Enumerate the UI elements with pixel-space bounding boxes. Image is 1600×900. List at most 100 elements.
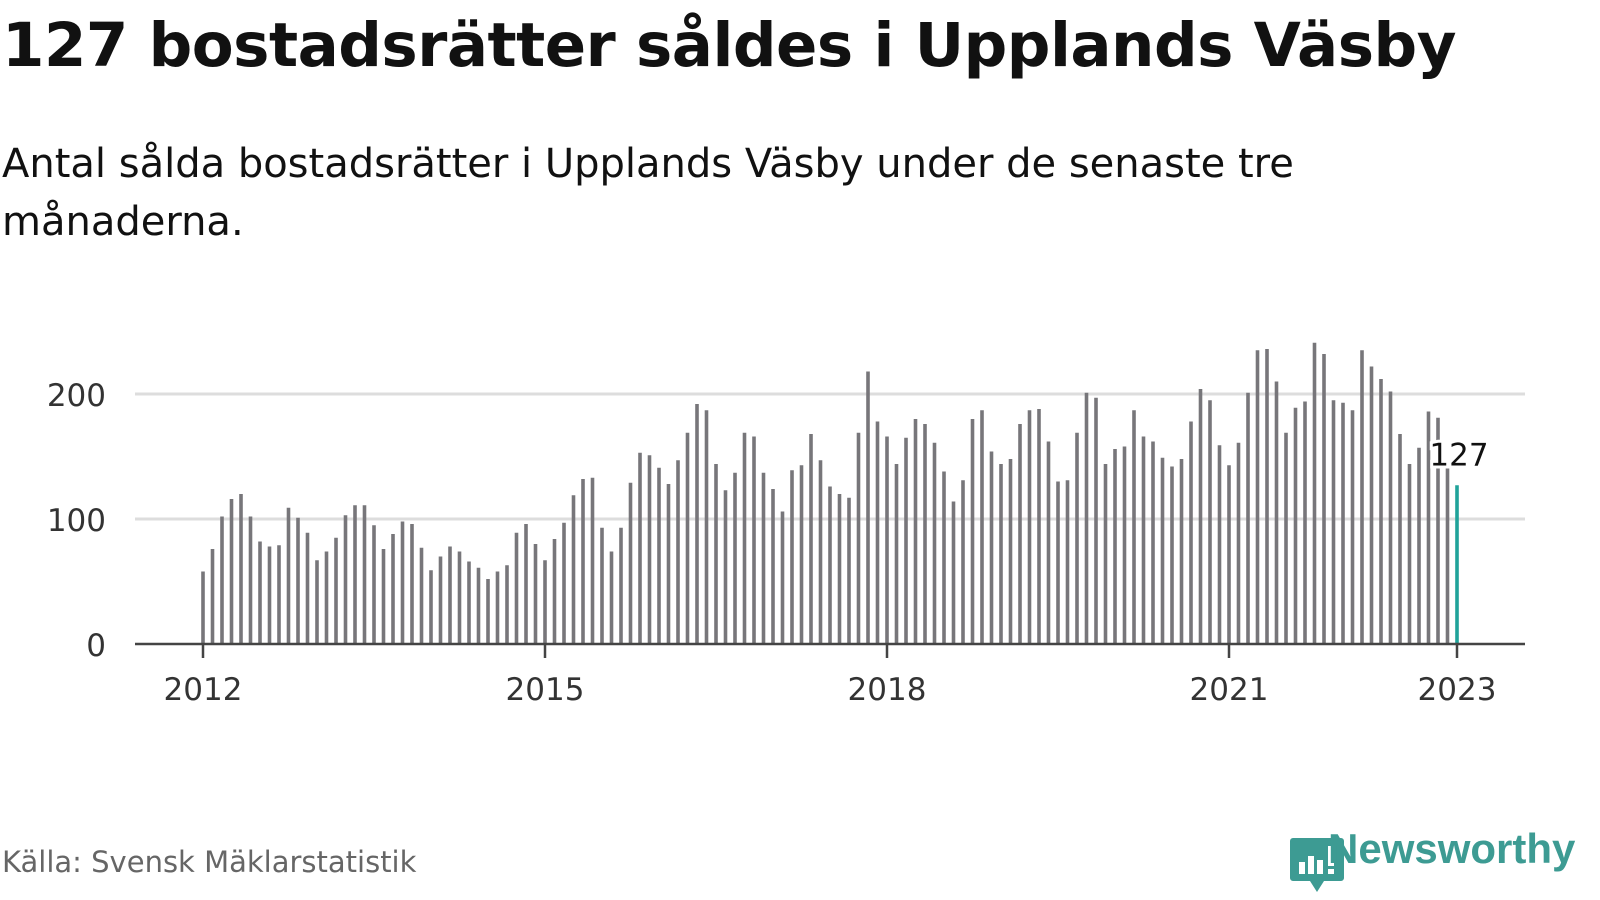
y-axis-labels: 0 100 200: [47, 378, 106, 664]
bar: [714, 464, 718, 644]
bar: [201, 571, 205, 644]
bar: [1388, 391, 1393, 644]
bar: [1255, 350, 1260, 644]
bar: [723, 490, 728, 644]
bar: [286, 507, 291, 644]
brand-name: Newsworthy: [1328, 825, 1576, 872]
bar: [1236, 442, 1241, 644]
bar: [410, 524, 414, 644]
bar: [391, 534, 395, 644]
bar: [1227, 465, 1231, 644]
bar: [419, 547, 424, 644]
bar: [524, 524, 528, 644]
bar: [1331, 400, 1336, 644]
bar: [505, 565, 509, 644]
bar: [467, 561, 471, 644]
bar: [866, 371, 870, 644]
bar: [1445, 466, 1450, 644]
bar: [258, 541, 262, 644]
bar: [400, 521, 405, 644]
bar: [1198, 389, 1203, 644]
bar: [657, 467, 661, 644]
bar: [1246, 392, 1250, 644]
bar: [1217, 445, 1222, 644]
bar: [847, 497, 851, 644]
bar: [1189, 421, 1193, 644]
bar: [581, 479, 585, 644]
bar: [1065, 480, 1070, 644]
bar: [799, 465, 804, 644]
bar: [1322, 354, 1326, 644]
bar: [1208, 400, 1212, 644]
bar: [932, 442, 937, 644]
bar: [1046, 441, 1051, 644]
x-tick-label: 2023: [1418, 672, 1497, 708]
bar: [1132, 410, 1136, 644]
bar: [1398, 434, 1402, 644]
bar: [514, 532, 519, 644]
bar: [1008, 459, 1013, 644]
source-note: Källa: Svensk Mäklarstatistik: [2, 845, 417, 879]
bar: [305, 532, 310, 644]
bar: [951, 501, 956, 644]
bar: [362, 505, 367, 644]
bar: [961, 480, 965, 644]
bar: [543, 560, 547, 644]
bar: [923, 424, 927, 644]
bar: [1160, 457, 1165, 644]
bar: [1350, 410, 1355, 644]
x-tick-label: 2012: [164, 672, 243, 708]
bar: [704, 410, 709, 644]
bar: [752, 436, 756, 644]
bar: [695, 404, 699, 644]
bar: [837, 494, 842, 644]
bar: [638, 452, 642, 644]
bar: [476, 567, 481, 644]
bar: [856, 432, 861, 644]
bar: [885, 436, 889, 644]
bar: [220, 516, 224, 644]
bar: [628, 482, 633, 644]
bar: [1094, 397, 1098, 644]
bar: [267, 546, 272, 644]
bar: [239, 494, 243, 644]
bar: [1436, 417, 1440, 644]
bar: [1179, 459, 1184, 644]
bar: [381, 549, 386, 644]
bar: [1312, 342, 1317, 644]
bar: [780, 511, 785, 644]
bar: [495, 571, 500, 644]
bar: [894, 464, 899, 644]
bar: [771, 489, 775, 644]
bar: [1103, 464, 1108, 644]
bar: [828, 486, 832, 644]
y-tick-label: 0: [86, 628, 106, 664]
bar: [229, 499, 234, 644]
bar: [353, 505, 357, 644]
bar: [429, 570, 433, 644]
x-tick-label: 2021: [1190, 672, 1269, 708]
last-value-label: 127: [1429, 437, 1488, 473]
bar: [1407, 464, 1412, 644]
bar: [989, 451, 994, 644]
x-tick-label: 2015: [506, 672, 585, 708]
bar: [942, 471, 946, 644]
bar: [457, 551, 462, 644]
x-axis-ticks: 2012 2015 2018 2021 2023: [164, 644, 1497, 708]
y-tick-label: 200: [47, 378, 106, 414]
bar: [1341, 402, 1345, 644]
bar: [1417, 447, 1421, 644]
bar: [571, 495, 576, 644]
bar: [1284, 432, 1288, 644]
bar: [448, 546, 452, 644]
bar: [334, 537, 338, 644]
bar-latest: [1455, 485, 1459, 644]
bar: [600, 527, 604, 644]
bar: [562, 522, 566, 644]
bar: [1293, 407, 1298, 644]
bar: [1170, 466, 1174, 644]
bar: [372, 525, 376, 644]
bar: [1018, 424, 1022, 644]
bar: [1426, 411, 1431, 644]
y-tick-label: 100: [47, 503, 106, 539]
